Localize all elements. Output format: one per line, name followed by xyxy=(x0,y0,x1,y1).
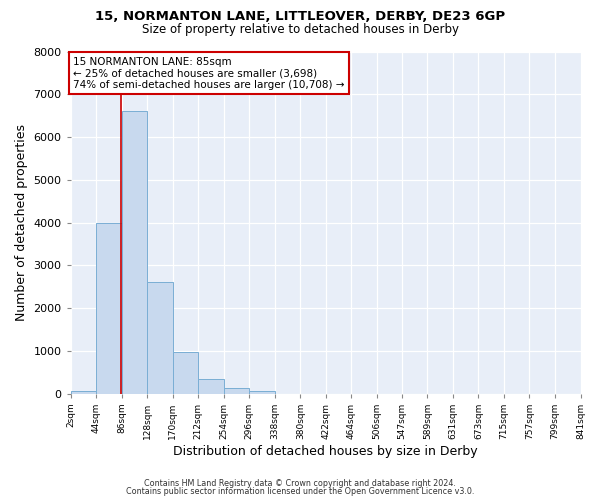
Text: Size of property relative to detached houses in Derby: Size of property relative to detached ho… xyxy=(142,22,458,36)
Y-axis label: Number of detached properties: Number of detached properties xyxy=(15,124,28,321)
Text: 15, NORMANTON LANE, LITTLEOVER, DERBY, DE23 6GP: 15, NORMANTON LANE, LITTLEOVER, DERBY, D… xyxy=(95,10,505,23)
Bar xyxy=(250,392,275,394)
Bar xyxy=(96,224,122,394)
Text: Contains public sector information licensed under the Open Government Licence v3: Contains public sector information licen… xyxy=(126,487,474,496)
Text: Contains HM Land Registry data © Crown copyright and database right 2024.: Contains HM Land Registry data © Crown c… xyxy=(144,478,456,488)
Bar xyxy=(224,388,250,394)
X-axis label: Distribution of detached houses by size in Derby: Distribution of detached houses by size … xyxy=(173,444,478,458)
Bar xyxy=(173,352,199,394)
Bar xyxy=(199,380,224,394)
Bar xyxy=(147,282,173,394)
Bar xyxy=(122,110,147,394)
Text: 15 NORMANTON LANE: 85sqm
← 25% of detached houses are smaller (3,698)
74% of sem: 15 NORMANTON LANE: 85sqm ← 25% of detach… xyxy=(73,56,345,90)
Bar xyxy=(71,392,96,394)
